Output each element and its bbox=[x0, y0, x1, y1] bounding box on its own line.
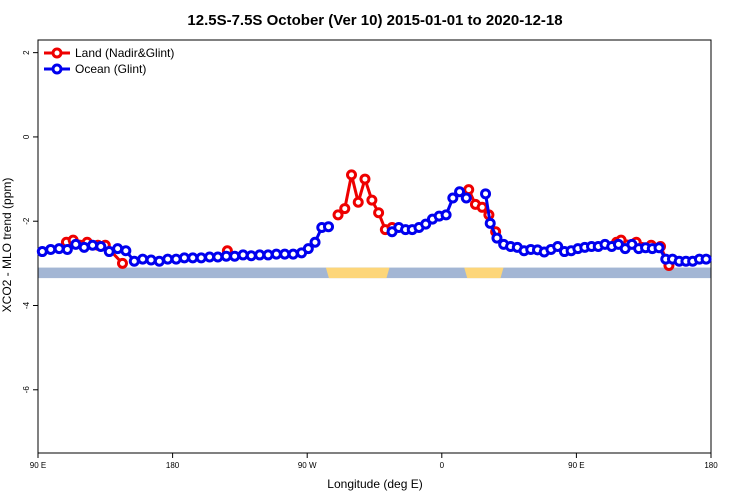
series-1-point-1-8 bbox=[440, 209, 452, 221]
axis-ticks: 90 E 180 90 W 0 90 E 180 2 0 -2 -4 -6 bbox=[22, 50, 718, 470]
series-1-point-0-35 bbox=[323, 221, 335, 233]
plot-frame bbox=[37, 39, 712, 454]
series-1-point-1-9 bbox=[447, 192, 459, 204]
series-1-point-2-26 bbox=[653, 242, 665, 254]
x-axis-label: Longitude (deg E) bbox=[327, 477, 422, 491]
series-1-point-0-23 bbox=[229, 250, 241, 262]
series-1-point-0-14 bbox=[153, 255, 165, 267]
map-strip-land-0 bbox=[325, 267, 390, 279]
series-1-point-0-21 bbox=[212, 251, 224, 263]
series-1-point-0-18 bbox=[187, 252, 199, 264]
series-1-point-0-30 bbox=[287, 248, 299, 260]
series-1-point-1-11 bbox=[460, 192, 472, 204]
legend-land-label: Land (Nadir&Glint) bbox=[75, 46, 174, 60]
series-1-point-0-15 bbox=[162, 253, 174, 265]
legend: Land (Nadir&Glint) Ocean (Glint) bbox=[44, 46, 174, 76]
series-1-point-0-11 bbox=[128, 255, 140, 267]
y-tick-label-1: 0 bbox=[22, 134, 31, 139]
series-1-point-2-33 bbox=[700, 253, 712, 265]
chart-title: 12.5S-7.5S October (Ver 10) 2015-01-01 t… bbox=[187, 12, 562, 29]
series-0-point-2-1 bbox=[339, 203, 351, 215]
series-0-point-0-5 bbox=[116, 257, 128, 269]
series-1-point-0-22 bbox=[220, 250, 232, 262]
series-1-point-0-29 bbox=[279, 248, 291, 260]
series-0-point-2-5 bbox=[366, 194, 378, 206]
series-0 bbox=[60, 169, 675, 271]
series-1-point-0-25 bbox=[245, 250, 257, 262]
series-1-point-1-5 bbox=[420, 218, 432, 230]
x-tick-label-1: 180 bbox=[166, 461, 180, 470]
series-0-point-2-6 bbox=[373, 207, 385, 219]
series-0-point-2-4 bbox=[359, 173, 371, 185]
series-1-point-0-1 bbox=[45, 243, 57, 255]
x-tick-label-4: 90 E bbox=[568, 461, 584, 470]
y-tick-label-2: -2 bbox=[22, 217, 31, 225]
series-1-point-0-3 bbox=[61, 243, 73, 255]
series-1-point-0-32 bbox=[302, 243, 314, 255]
series-1-point-2-2 bbox=[491, 232, 503, 244]
series-1-point-0-0 bbox=[36, 246, 48, 258]
series-1-point-0-28 bbox=[270, 248, 282, 260]
series-1-point-0-13 bbox=[145, 254, 157, 266]
x-tick-label-2: 90 W bbox=[298, 461, 317, 470]
y-tick-label-0: 2 bbox=[22, 50, 31, 55]
y-axis-label: XCO2 - MLO trend (ppm) bbox=[0, 178, 14, 313]
map-strip bbox=[38, 267, 711, 279]
x-tick-label-5: 180 bbox=[704, 461, 718, 470]
series-layer bbox=[36, 169, 712, 271]
y-tick-label-3: -4 bbox=[22, 301, 31, 309]
plot-border bbox=[37, 39, 712, 454]
series-1-point-0-8 bbox=[103, 246, 115, 258]
series-1-point-0-10 bbox=[120, 245, 132, 257]
series-1-point-1-10 bbox=[454, 186, 466, 198]
series-1-point-0-19 bbox=[195, 252, 207, 264]
x-tick-label-3: 0 bbox=[440, 461, 445, 470]
series-0-point-3-2 bbox=[476, 201, 488, 213]
legend-ocean-marker bbox=[51, 63, 63, 75]
series-1-point-2-11 bbox=[552, 241, 564, 252]
series-1-point-0-4 bbox=[70, 238, 82, 250]
x-tick-label-0: 90 E bbox=[30, 461, 46, 470]
series-1-point-0-33 bbox=[309, 236, 321, 248]
series-1-point-0-5 bbox=[78, 241, 90, 253]
series-0-point-3-0 bbox=[463, 184, 475, 196]
series-1-point-0-6 bbox=[87, 239, 99, 251]
series-1 bbox=[36, 186, 712, 267]
map-strip-land-1 bbox=[464, 267, 504, 279]
y-tick-label-4: -6 bbox=[22, 386, 31, 394]
legend-land-marker bbox=[51, 47, 63, 59]
series-1-point-0-12 bbox=[137, 253, 149, 265]
series-1-point-2-0 bbox=[480, 188, 492, 200]
series-1-point-0-26 bbox=[254, 249, 266, 261]
series-1-point-2-1 bbox=[484, 217, 496, 229]
series-0-point-2-2 bbox=[346, 169, 358, 181]
series-0-point-2-0 bbox=[332, 209, 344, 221]
series-1-point-0-16 bbox=[170, 253, 182, 265]
series-1-point-0-7 bbox=[95, 241, 107, 252]
series-0-point-2-3 bbox=[352, 196, 364, 208]
legend-ocean-label: Ocean (Glint) bbox=[75, 62, 146, 76]
series-1-point-0-17 bbox=[178, 252, 190, 264]
